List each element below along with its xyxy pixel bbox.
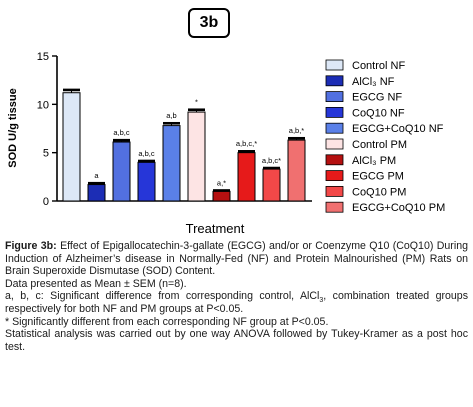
caption-significance-star: * Significantly different from each corr…: [5, 315, 329, 328]
bar-annotation-3: a,b,c: [138, 149, 155, 158]
caption-main: Figure 3b: Effect of Epigallocatechin-3-…: [5, 240, 468, 278]
bar-annotation-4: a,b: [166, 111, 176, 120]
chart-annotations: a a,b,c a,b,c a,b * a,* a,b,c,* a,b,c* a,b,*: [94, 98, 304, 188]
bar-annotation-7: a,b,c,*: [236, 139, 257, 148]
legend-swatch-1: [325, 75, 344, 87]
legend-label-9: EGCG+CoQ10 PM: [352, 202, 445, 214]
chart-legend: Control NF AlCl₃ NF EGCG NF CoQ10 NF EGCG+Co…: [325, 59, 445, 214]
error-cap-9: [288, 136, 305, 140]
bar-2: [112, 141, 131, 202]
error-cap-2: [113, 138, 130, 142]
legend-label-0: Control NF: [352, 60, 405, 72]
bar-annotation-9: a,b,*: [289, 126, 305, 135]
x-axis-label: Treatment: [186, 221, 245, 236]
y-tick-label-2: 10: [37, 99, 49, 111]
caption-significance-abc: a, b, c: Significant difference from cor…: [5, 290, 468, 315]
caption-figure-label: Figure 3b:: [5, 240, 57, 252]
legend-swatch-0: [325, 59, 344, 71]
caption-sig-part2: , combination treated groups respectivel…: [5, 290, 468, 315]
legend-swatch-2: [325, 91, 344, 102]
bar-6: [212, 190, 231, 202]
legend-label-1: AlCl₃ NF: [352, 76, 395, 88]
bar-8: [262, 168, 281, 202]
legend-label-8: CoQ10 PM: [352, 186, 406, 198]
error-cap-8: [263, 166, 280, 170]
bar-1: [87, 184, 106, 202]
legend-swatch-5: [325, 138, 344, 150]
bar-annotation-1: a: [94, 171, 99, 180]
error-cap-3: [138, 159, 155, 163]
error-cap-7: [238, 150, 255, 153]
legend-label-3: CoQ10 NF: [352, 107, 405, 119]
bar-9: [287, 139, 306, 202]
legend-label-6: AlCl₃ PM: [352, 155, 396, 167]
legend-label-5: Control PM: [352, 139, 407, 151]
y-axis-label: SOD U/g tissue: [7, 88, 19, 167]
caption-stats-note: Statistical analysis was carried out by …: [5, 328, 468, 353]
caption-sem-note: Data presented as Mean ± SEM (n=8).: [5, 277, 187, 290]
caption-sig-sub: 3: [319, 297, 324, 305]
bar-annotation-6: a,*: [217, 178, 226, 187]
error-cap-1: [88, 181, 105, 185]
bar-5: [187, 111, 206, 202]
legend-swatch-8: [325, 185, 344, 197]
figure-badge: 3b: [188, 8, 230, 38]
legend-swatch-9: [325, 201, 344, 213]
error-cap-4: [163, 121, 180, 125]
bar-7: [237, 152, 256, 202]
caption-sig-part1: a, b, c: Significant difference from cor…: [5, 290, 320, 303]
legend-label-4: EGCG+CoQ10 NF: [352, 123, 444, 135]
legend-label-2: EGCG NF: [352, 92, 402, 104]
legend-swatch-7: [325, 170, 344, 182]
y-tick-label-1: 5: [43, 148, 49, 160]
bar-4: [162, 125, 181, 202]
bar-annotation-8: a,b,c*: [262, 156, 281, 165]
bar-0: [62, 92, 81, 202]
chart-bars: [62, 88, 306, 202]
bar-annotation-2: a,b,c: [113, 128, 130, 137]
caption-figure-text: Effect of Epigallocatechin-3-gallate (EG…: [5, 240, 468, 278]
legend-label-7: EGCG PM: [352, 171, 404, 183]
y-tick-label-3: 15: [37, 51, 49, 63]
legend-swatch-6: [325, 154, 344, 166]
bar-3: [137, 161, 156, 202]
bar-annotation-5: *: [195, 98, 198, 107]
error-cap-0: [63, 88, 80, 92]
error-cap-5: [188, 108, 205, 112]
y-tick-label-0: 0: [43, 196, 49, 208]
legend-swatch-3: [325, 107, 344, 118]
figure-caption: Figure 3b: Effect of Epigallocatechin-3-…: [5, 240, 468, 353]
error-cap-6: [213, 189, 230, 192]
legend-swatch-4: [325, 122, 344, 134]
bar-chart: 0 5 10 15 a a,b,c a,b,c a,b * a,* a,b,c,* a,b,c* a,…: [7, 51, 445, 236]
